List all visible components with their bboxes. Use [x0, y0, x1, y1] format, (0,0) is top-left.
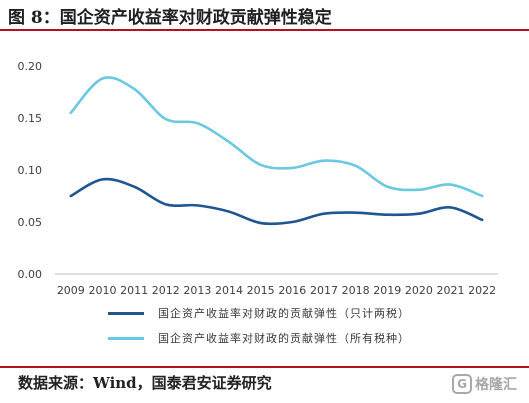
watermark: G 格隆汇 — [452, 374, 517, 394]
watermark-logo-icon: G — [452, 374, 472, 394]
title-divider — [0, 29, 529, 31]
plot-area — [69, 76, 484, 226]
y-tick-label: 0.10 — [18, 164, 43, 177]
y-tick-label: 0.00 — [18, 268, 43, 281]
x-tick-label: 2017 — [310, 284, 338, 297]
y-tick-label: 0.15 — [18, 112, 43, 125]
x-axis: 2009 2010 2011 2012 2013 2014 2015 2016 2017 2018… — [57, 284, 496, 297]
x-tick-label: 2012 — [152, 284, 180, 297]
series-line-1 — [69, 177, 484, 226]
x-tick-label: 2021 — [437, 284, 465, 297]
source-divider — [0, 366, 529, 368]
x-tick-label: 2011 — [120, 284, 148, 297]
series-line-2 — [69, 76, 484, 198]
x-tick-label: 2010 — [88, 284, 116, 297]
x-tick-label: 2022 — [468, 284, 496, 297]
x-tick-label: 2019 — [373, 284, 401, 297]
x-tick-label: 2015 — [247, 284, 275, 297]
source-note: 数据来源：Wind，国泰君安证券研究 — [18, 374, 272, 392]
y-axis: 0.00 0.05 0.10 0.15 0.20 — [18, 60, 43, 281]
x-tick-label: 2014 — [215, 284, 243, 297]
x-tick-label: 2009 — [57, 284, 85, 297]
watermark-text: 格隆汇 — [475, 377, 517, 393]
y-tick-label: 0.05 — [18, 216, 43, 229]
x-tick-label: 2016 — [278, 284, 306, 297]
y-tick-label: 0.20 — [18, 60, 43, 73]
x-tick-label: 2013 — [183, 284, 211, 297]
x-tick-label: 2018 — [342, 284, 370, 297]
figure-title: 图 8：国企资产收益率对财政贡献弹性稳定 — [8, 8, 332, 28]
x-tick-label: 2020 — [405, 284, 433, 297]
